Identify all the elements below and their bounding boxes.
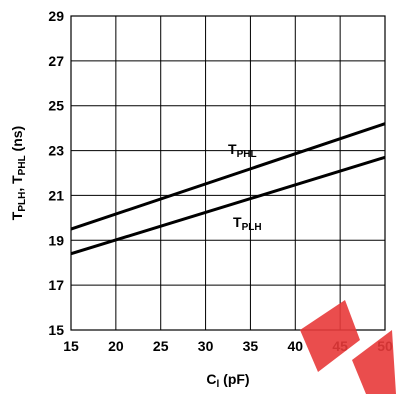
- y-tick-label: 17: [48, 277, 64, 293]
- y-tick-label: 27: [48, 53, 64, 69]
- x-tick-label: 40: [287, 338, 303, 354]
- series-label-tphl: TPHL: [228, 141, 257, 160]
- x-tick-label: 35: [243, 338, 259, 354]
- y-tick-labels: 15 17 19 21 23 25 27 29: [48, 8, 64, 338]
- x-tick-label: 15: [63, 338, 79, 354]
- y-tick-label: 23: [48, 143, 64, 159]
- x-tick-label: 30: [198, 338, 214, 354]
- x-tick-label: 20: [108, 338, 124, 354]
- y-tick-label: 25: [48, 98, 64, 114]
- y-axis-label: TPLH, TPHL (ns): [9, 126, 28, 220]
- y-tick-label: 29: [48, 8, 64, 24]
- y-tick-label: 19: [48, 232, 64, 248]
- y-tick-label: 15: [48, 322, 64, 338]
- y-tick-label: 21: [48, 187, 64, 203]
- series-line-tplh: [71, 157, 385, 253]
- x-axis-label: Cl (pF): [206, 371, 249, 390]
- x-tick-label: 25: [153, 338, 169, 354]
- watermark-logo: [300, 300, 396, 394]
- series-label-tplh: TPLH: [233, 214, 262, 233]
- series-line-tphl: [71, 124, 385, 229]
